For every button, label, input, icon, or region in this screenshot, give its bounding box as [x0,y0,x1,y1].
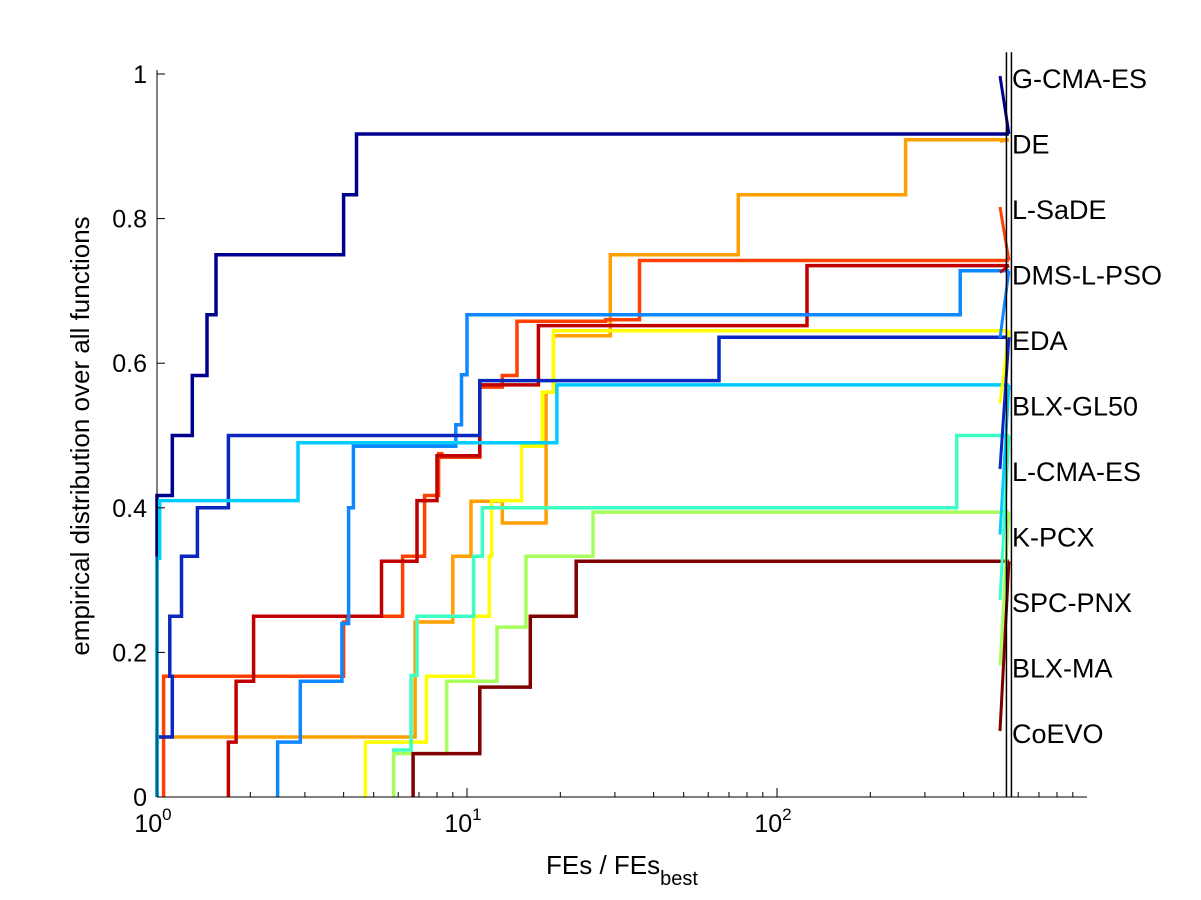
legend-label-de: DE [1012,130,1050,160]
y-tick-label: 1 [133,61,147,89]
x-tick-label: 100 [134,805,171,838]
series-line-k-pcx [155,383,1009,797]
y-tick-label: 0.8 [112,206,147,234]
y-tick-label: 0.6 [112,350,147,378]
series-line-spc-pnx [391,433,1009,797]
legend-label-spc-pnx: SPC-PNX [1012,588,1132,618]
legend-label-dms-l-pso: DMS-L-PSO [1012,261,1162,291]
legend-connector-l-sade [998,206,1011,261]
legend-connector-k-pcx [998,384,1011,535]
legend-label-k-pcx: K-PCX [1012,523,1095,553]
y-axis-label: empirical distribution over all function… [65,216,95,655]
legend-connector-g-cma-es [998,75,1011,135]
legend-connector-blx-ma [998,512,1011,666]
series-line-blx-gl50 [363,328,1009,797]
series-line-de [155,138,1009,797]
x-tick-label: 102 [754,805,791,838]
legend-label-blx-gl50: BLX-GL50 [1012,392,1138,422]
series-line-g-cma-es [155,132,1009,797]
legend-connector-eda [998,270,1011,339]
legend-label-eda: EDA [1012,326,1068,356]
legend-connector-spc-pnx [998,435,1011,601]
legend-label-l-sade: L-SaDE [1012,195,1107,225]
legend-label-g-cma-es: G-CMA-ES [1012,64,1147,94]
x-axis-label-subscript: best [660,868,698,890]
series-layer [155,132,1009,797]
legend-connector-coevo [998,561,1011,732]
y-tick-label: 0.4 [112,495,147,523]
x-tick-label: 101 [444,805,481,838]
series-line-l-cma-es [155,335,1009,797]
legend-connector-de [999,138,1010,143]
legend-layer: G-CMA-ES DE L-SaDE DMS-L-PSO EDA BLX-GL50 L-CM… [998,64,1162,749]
legend-label-l-cma-es: L-CMA-ES [1012,457,1141,487]
series-line-coevo [411,559,1009,797]
y-tick-label: 0 [133,784,147,812]
legend-connector-dms-l-pso [999,264,1010,274]
legend-connector-l-cma-es [998,337,1011,470]
series-line-dms-l-pso [226,263,1009,797]
x-axis-label-main: FEs / FEs [546,850,660,880]
series-line-eda [275,268,1009,797]
y-tick-label: 0.2 [112,639,147,667]
x-axis-label: FEs / FEsbest [546,850,698,890]
legend-label-coevo: CoEVO [1012,719,1104,749]
legend-label-blx-ma: BLX-MA [1012,654,1113,684]
axes-layer: 0 0.2 0.4 0.6 0.8 1 100 101 102 [112,52,1087,838]
